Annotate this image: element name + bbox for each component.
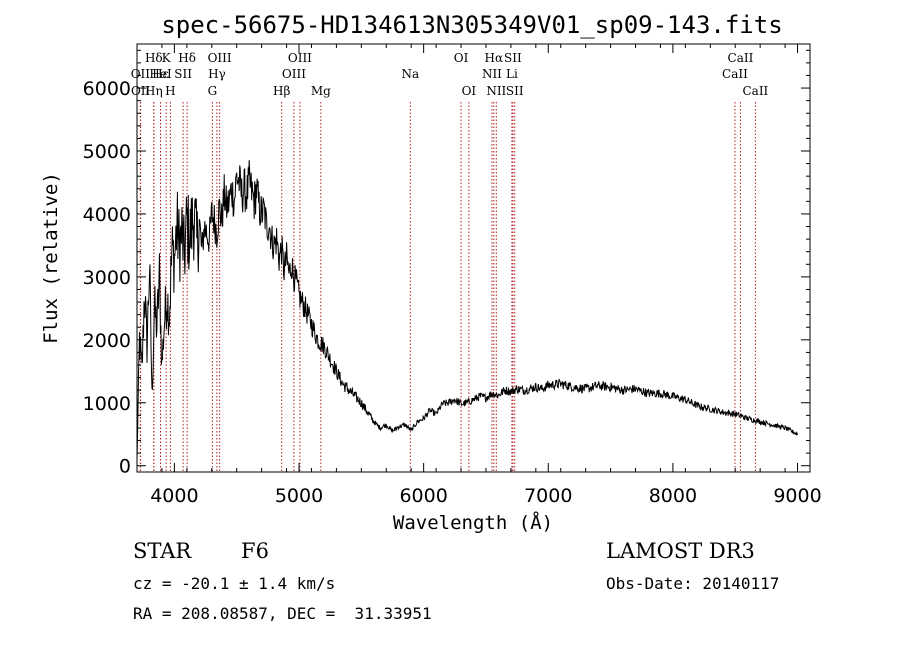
redshift-velocity: cz = -20.1 ± 1.4 km/s: [133, 574, 336, 593]
y-tick-label: 1000: [83, 393, 131, 415]
x-tick-label: 8000: [649, 485, 697, 507]
spectral-line-label: SII: [504, 51, 522, 65]
spectral-line-label: OI: [462, 84, 477, 98]
spectral-line-label: CaII: [728, 51, 754, 65]
chart-title: spec-56675-HD134613N305349V01_sp09-143.f…: [161, 11, 782, 39]
y-tick-label: 4000: [83, 204, 131, 226]
spectral-line-label: OI: [454, 51, 469, 65]
y-tick-label: 2000: [83, 330, 131, 352]
spectral-subclass: F6: [241, 539, 269, 563]
spectral-line-label: OII: [131, 67, 151, 81]
x-tick-label: 6000: [399, 485, 447, 507]
spectral-line-label: Hα: [485, 51, 504, 65]
spectral-line-label: Hδ: [178, 51, 196, 65]
spectral-line-label: H: [165, 84, 175, 98]
y-axis-label: Flux (relative): [40, 172, 62, 344]
spectral-line-label: Hη: [145, 84, 163, 98]
observation-date: Obs-Date: 20140117: [606, 574, 780, 593]
spectrum-line: [136, 160, 798, 460]
x-tick-label: 4000: [150, 485, 198, 507]
object-type: STAR: [133, 539, 192, 563]
spectral-line-label: Hβ: [273, 84, 290, 98]
spectral-line-label: OIII: [282, 67, 306, 81]
spectral-line-label: Mg: [311, 84, 331, 98]
spectral-line-label: Hδ: [145, 51, 163, 65]
x-tick-label: 9000: [773, 485, 821, 507]
spectral-line-label: Na: [401, 67, 419, 81]
ticks-layer: 4000 5000 6000 7000 8000 9000 0 1000 2000 3000 400…: [83, 44, 822, 507]
coordinates: RA = 208.08587, DEC = 31.33951: [133, 604, 432, 623]
spectral-line-label: SII: [506, 84, 524, 98]
spectral-line-label: NII: [486, 84, 506, 98]
spectrum-layer: [136, 160, 798, 460]
y-tick-label: 6000: [83, 78, 131, 100]
spectral-line-label: SII: [174, 67, 192, 81]
spectral-line-label: OIII: [288, 51, 312, 65]
spectral-line-label: HeI: [149, 67, 172, 81]
y-tick-label: 5000: [83, 141, 131, 163]
spectral-line-label: CaII: [722, 67, 748, 81]
spectral-line-label: CaII: [742, 84, 768, 98]
spectral-line-label: Li: [506, 67, 518, 81]
spectral-line-label: OII: [131, 84, 151, 98]
spectral-line-label: OIII: [208, 51, 232, 65]
spectral-line-label: Hγ: [208, 67, 226, 81]
y-tick-label: 3000: [83, 267, 131, 289]
x-tick-label: 5000: [275, 485, 323, 507]
spectral-line-label: G: [208, 84, 218, 98]
survey-name: LAMOST DR3: [606, 539, 755, 563]
spectral-line-label: NII: [482, 67, 502, 81]
spectral-line-label: K: [162, 51, 172, 65]
x-tick-label: 7000: [524, 485, 572, 507]
plot-frame: [136, 43, 811, 473]
x-axis-label: Wavelength (Å): [393, 511, 553, 534]
y-tick-label: 0: [119, 456, 131, 478]
spectral-line-label: Hε: [152, 67, 169, 81]
